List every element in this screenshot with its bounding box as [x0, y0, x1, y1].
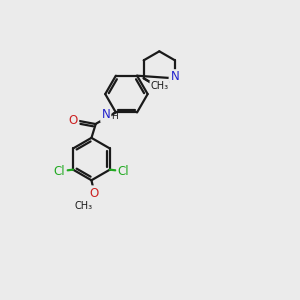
Text: Cl: Cl: [53, 165, 65, 178]
Text: N: N: [170, 70, 179, 83]
Text: CH₃: CH₃: [151, 81, 169, 91]
Text: N: N: [101, 108, 110, 121]
Text: H: H: [111, 112, 117, 121]
Text: O: O: [89, 187, 98, 200]
Text: CH₃: CH₃: [75, 201, 93, 211]
Text: O: O: [69, 114, 78, 128]
Text: Cl: Cl: [118, 165, 129, 178]
